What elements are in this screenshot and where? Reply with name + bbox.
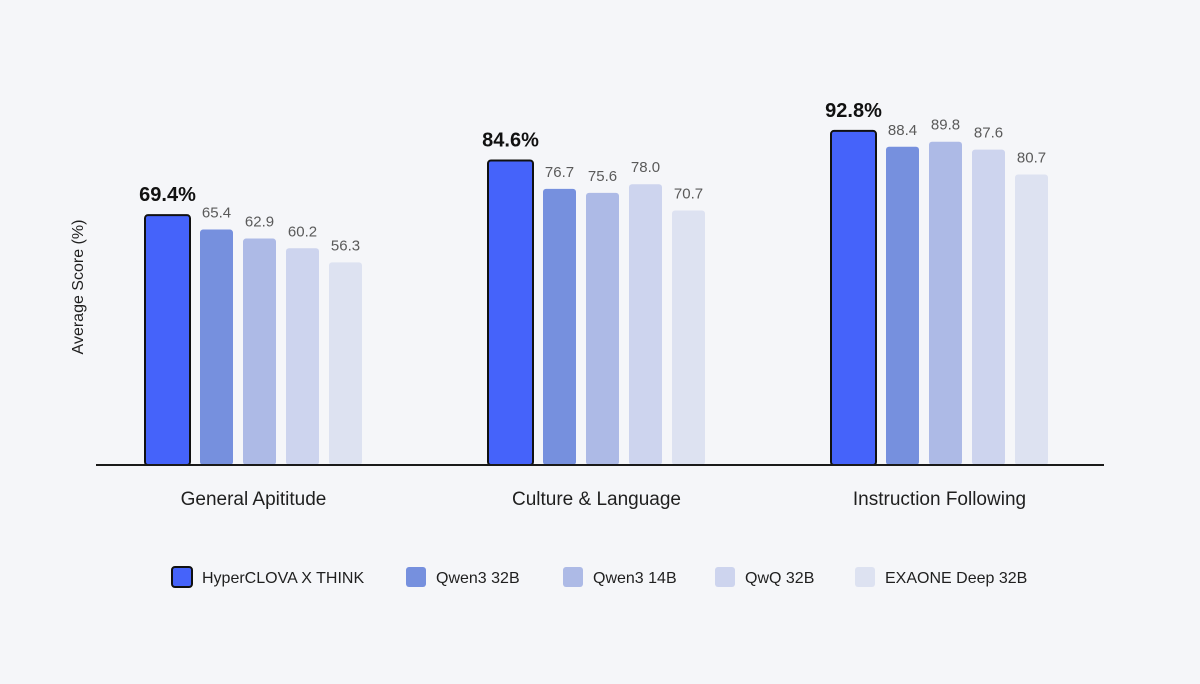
value-label-0-4: 56.3: [331, 237, 360, 254]
category-label-1: Culture & Language: [512, 489, 681, 510]
value-label-1-4: 70.7: [674, 185, 703, 202]
value-label-0-1: 65.4: [202, 205, 231, 222]
bar-2-4: [1015, 174, 1048, 466]
legend-label-0: HyperCLOVA X THINK: [202, 570, 364, 587]
bar-2-3: [972, 149, 1005, 465]
bar-1-4: [672, 210, 705, 465]
legend-swatch-4: [855, 567, 875, 587]
bar-1-2: [586, 192, 619, 465]
value-labels-layer: 69.4% 65.4 62.9 60.2 56.3 84.6% 76.7 75.6 78.0 70…: [139, 100, 1046, 254]
value-label-0-2: 62.9: [245, 214, 274, 231]
value-label-1-0: 84.6%: [482, 129, 539, 151]
bars-layer: [144, 129, 1048, 466]
value-label-0-3: 60.2: [288, 223, 317, 240]
value-label-2-0: 92.8%: [825, 100, 882, 122]
legend: HyperCLOVA X THINK Qwen3 32B Qwen3 14B QwQ …: [171, 566, 1027, 588]
category-label-2: Instruction Following: [853, 489, 1026, 510]
value-label-1-3: 78.0: [631, 159, 660, 176]
value-label-1-2: 75.6: [588, 168, 617, 185]
category-labels-layer: General Apititude Culture & Language Instr…: [181, 489, 1026, 510]
bar-0-2: [243, 238, 276, 465]
legend-label-2: Qwen3 14B: [593, 570, 677, 587]
bar-2-2: [929, 141, 962, 465]
value-label-2-4: 80.7: [1017, 149, 1046, 166]
bar-0-0: [144, 214, 191, 466]
bar-0-3: [286, 248, 319, 465]
legend-swatch-0: [171, 566, 193, 588]
value-label-0-0: 69.4%: [139, 184, 196, 206]
bar-1-3: [629, 184, 662, 465]
legend-swatch-3: [715, 567, 735, 587]
legend-label-3: QwQ 32B: [745, 570, 814, 587]
bar-2-0: [830, 129, 877, 466]
bar-0-4: [329, 262, 362, 465]
legend-label-4: EXAONE Deep 32B: [885, 570, 1027, 587]
value-label-2-3: 87.6: [974, 125, 1003, 142]
legend-swatch-1: [406, 567, 426, 587]
bar-1-1: [543, 188, 576, 465]
legend-label-1: Qwen3 32B: [436, 570, 520, 587]
bar-2-1: [886, 146, 919, 465]
bar-1-0: [487, 159, 534, 466]
value-label-2-2: 89.8: [931, 117, 960, 134]
bar-0-1: [200, 229, 233, 465]
legend-swatch-2: [563, 567, 583, 587]
value-label-2-1: 88.4: [888, 122, 917, 139]
category-label-0: General Apititude: [181, 489, 327, 510]
y-axis-label: Average Score (%): [70, 220, 87, 355]
value-label-1-1: 76.7: [545, 164, 574, 181]
